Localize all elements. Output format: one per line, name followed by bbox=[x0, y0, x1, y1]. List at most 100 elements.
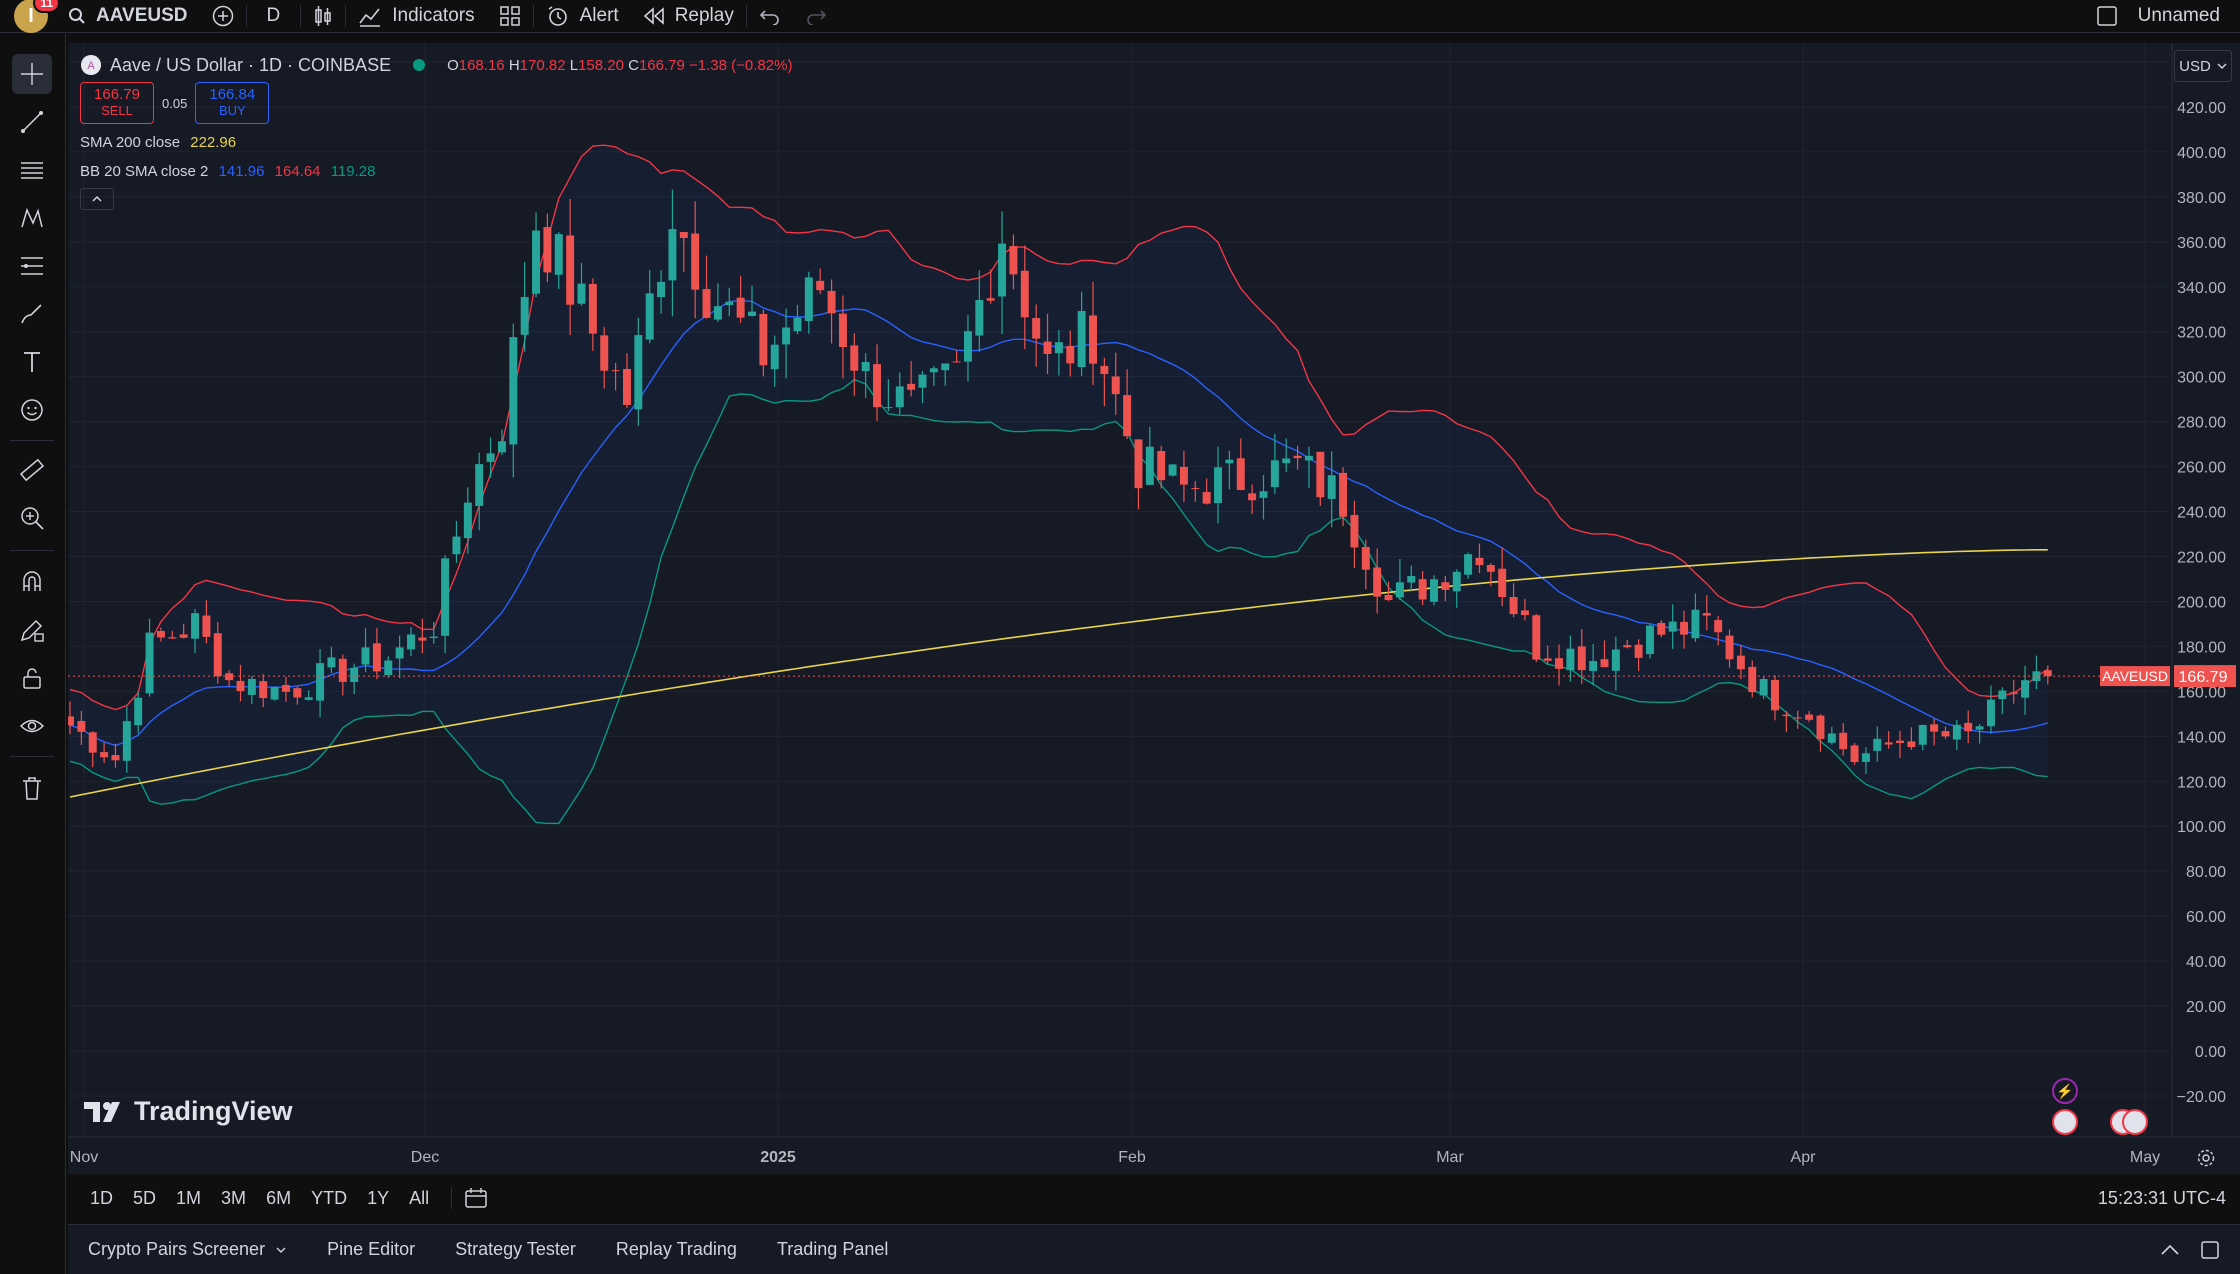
candle bbox=[475, 452, 484, 531]
candle bbox=[88, 731, 97, 768]
candle bbox=[1873, 726, 1882, 762]
candle-body bbox=[1986, 699, 1995, 727]
interval-button[interactable]: D bbox=[247, 0, 301, 33]
maximize-panel-button[interactable] bbox=[2200, 1240, 2240, 1260]
symbol-title[interactable]: Aave / US Dollar · 1D · COINBASE bbox=[110, 54, 392, 75]
candle-body bbox=[1316, 451, 1325, 498]
candle bbox=[941, 363, 950, 386]
drawing-mode-tool[interactable] bbox=[12, 610, 52, 650]
chart-pane[interactable]: 440.00420.00400.00380.00360.00340.00320.… bbox=[66, 43, 2240, 1174]
price-tick-label: 280.00 bbox=[2177, 415, 2226, 432]
us-flag-event-icon[interactable] bbox=[2122, 1109, 2148, 1135]
user-avatar[interactable]: I 11 bbox=[14, 0, 60, 33]
candle-body bbox=[1930, 724, 1939, 732]
crosshair-tool[interactable] bbox=[12, 54, 52, 94]
candle bbox=[1293, 445, 1302, 470]
alert-button[interactable]: Alert bbox=[534, 0, 631, 33]
candle-body bbox=[645, 293, 654, 340]
candle-body bbox=[657, 281, 666, 298]
tab-trading-panel[interactable]: Trading Panel bbox=[757, 1239, 908, 1260]
candle-body bbox=[748, 311, 756, 317]
candle bbox=[1054, 329, 1063, 376]
candle bbox=[338, 654, 347, 696]
magnet-tool[interactable] bbox=[12, 562, 52, 602]
undo-button[interactable] bbox=[747, 0, 793, 33]
clock-timezone[interactable]: 15:23:31 UTC-4 bbox=[2097, 1187, 2226, 1208]
checkbox-icon bbox=[2096, 6, 2117, 26]
timeframe-5d[interactable]: 5D bbox=[133, 1187, 157, 1208]
currency-label: USD bbox=[2179, 57, 2211, 75]
bb-legend-row[interactable]: BB 20 SMA close 2 141.96 164.64 119.28 bbox=[80, 163, 792, 180]
lightning-event-icon[interactable]: ⚡ bbox=[2052, 1078, 2078, 1104]
indicators-button[interactable]: Indicators bbox=[346, 0, 486, 33]
fib-tool[interactable] bbox=[12, 246, 52, 286]
rewind-icon bbox=[643, 7, 664, 25]
candle-body bbox=[1077, 310, 1086, 368]
emoji-tool[interactable] bbox=[12, 390, 52, 430]
collapse-legend-button[interactable] bbox=[80, 188, 114, 210]
remove-drawings-tool[interactable] bbox=[12, 768, 52, 808]
open-label: O bbox=[447, 56, 459, 74]
sell-button[interactable]: 166.79 SELL bbox=[80, 82, 154, 124]
trendline-tool[interactable] bbox=[12, 102, 52, 142]
lines-tool[interactable] bbox=[12, 150, 52, 190]
candle bbox=[1839, 723, 1848, 756]
candle-body bbox=[247, 678, 256, 695]
tab-pine-editor[interactable]: Pine Editor bbox=[307, 1239, 435, 1260]
candle bbox=[1520, 598, 1529, 621]
candle bbox=[1702, 595, 1711, 631]
bb-fill bbox=[70, 145, 2048, 824]
trash-icon bbox=[23, 777, 41, 800]
timeframe-1d[interactable]: 1D bbox=[90, 1187, 114, 1208]
candle bbox=[566, 199, 575, 336]
layout-name-button[interactable]: Unnamed bbox=[2084, 0, 2232, 33]
candle bbox=[281, 676, 290, 702]
candle-body bbox=[1339, 472, 1348, 517]
candle-body bbox=[1748, 666, 1757, 693]
tab-strategy-tester[interactable]: Strategy Tester bbox=[435, 1239, 596, 1260]
tradingview-watermark[interactable]: TradingView bbox=[84, 1096, 293, 1127]
templates-button[interactable] bbox=[487, 0, 533, 33]
timeframe-all[interactable]: All bbox=[409, 1187, 430, 1208]
tab-crypto-pairs-screener[interactable]: Crypto Pairs Screener bbox=[68, 1239, 307, 1260]
tab-replay-trading[interactable]: Replay Trading bbox=[596, 1239, 757, 1260]
price-tick-label: 160.00 bbox=[2177, 684, 2226, 701]
candle bbox=[838, 295, 847, 379]
us-flag-event-icon[interactable] bbox=[2052, 1109, 2078, 1135]
symbol-label: AAVEUSD bbox=[96, 5, 188, 26]
patterns-tool[interactable] bbox=[12, 198, 52, 238]
market-status-dot[interactable] bbox=[413, 59, 426, 71]
collapse-panel-button[interactable] bbox=[2140, 1244, 2200, 1256]
candle-body bbox=[861, 361, 870, 372]
candle-body bbox=[486, 453, 495, 462]
symbol-search-button[interactable]: AAVEUSD bbox=[56, 0, 200, 33]
candle bbox=[1827, 726, 1836, 745]
candle bbox=[1339, 467, 1348, 526]
text-tool[interactable] bbox=[12, 342, 52, 382]
measure-tool[interactable] bbox=[12, 450, 52, 490]
timeframe-6m[interactable]: 6M bbox=[266, 1187, 292, 1208]
sma-legend-row[interactable]: SMA 200 close 222.96 bbox=[80, 134, 792, 151]
candle bbox=[1884, 731, 1893, 749]
go-to-date-button[interactable] bbox=[464, 1187, 488, 1209]
candle-body bbox=[838, 313, 847, 348]
brush-tool[interactable] bbox=[12, 294, 52, 334]
buy-button[interactable]: 166.84 BUY bbox=[195, 82, 270, 124]
price-chart[interactable]: 440.00420.00400.00380.00360.00340.00320.… bbox=[66, 43, 2240, 1174]
currency-dropdown[interactable]: USD bbox=[2174, 50, 2232, 82]
candle-body bbox=[475, 464, 484, 506]
timeframe-1m[interactable]: 1M bbox=[176, 1187, 202, 1208]
timeframe-3m[interactable]: 3M bbox=[221, 1187, 247, 1208]
redo-button[interactable] bbox=[793, 0, 839, 33]
interval-label: D bbox=[266, 5, 281, 26]
zoom-tool[interactable] bbox=[12, 498, 52, 538]
candle bbox=[850, 333, 859, 396]
chart-settings-button[interactable] bbox=[2192, 1144, 2220, 1172]
lock-drawings-tool[interactable] bbox=[12, 658, 52, 698]
chart-type-button[interactable] bbox=[301, 0, 345, 33]
timeframe-1y[interactable]: 1Y bbox=[367, 1187, 390, 1208]
timeframe-ytd[interactable]: YTD bbox=[311, 1187, 348, 1208]
replay-button[interactable]: Replay bbox=[631, 0, 746, 33]
compare-symbol-button[interactable] bbox=[200, 0, 246, 33]
hide-drawings-tool[interactable] bbox=[12, 706, 52, 746]
